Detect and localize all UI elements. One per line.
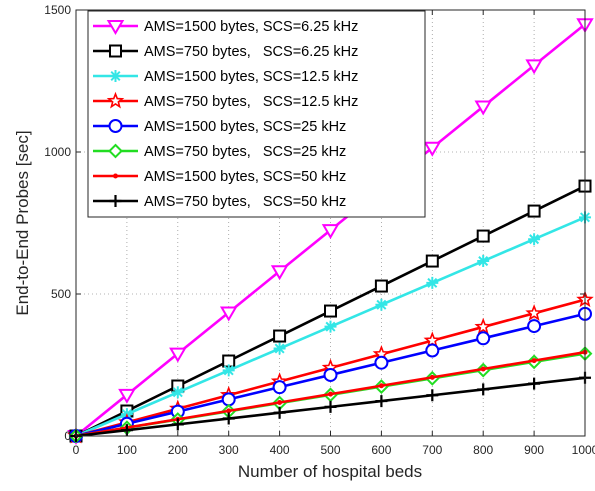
legend-label: AMS=1500 bytes, SCS=6.25 kHz — [144, 19, 358, 35]
data-point — [169, 347, 187, 363]
x-tick-label: 900 — [524, 443, 544, 457]
data-point — [525, 59, 543, 75]
y-axis-label: End-to-End Probes [sec] — [13, 130, 32, 315]
legend-label: AMS=750 bytes, SCS=6.25 kHz — [144, 44, 358, 60]
legend-entry: AMS=750 bytes, SCS=25 kHz — [93, 143, 346, 160]
data-point — [273, 406, 286, 419]
data-point — [171, 418, 184, 431]
x-tick-label: 500 — [320, 443, 340, 457]
legend-label: AMS=1500 bytes, SCS=12.5 kHz — [144, 69, 358, 85]
legend-marker — [106, 91, 125, 109]
x-tick-label: 100 — [117, 443, 137, 457]
legend-entry: AMS=750 bytes, SCS=6.25 kHz — [93, 44, 358, 60]
x-tick-label: 600 — [371, 443, 391, 457]
data-point — [525, 304, 543, 321]
data-point — [328, 391, 333, 397]
legend: AMS=1500 bytes, SCS=6.25 kHz AMS=750 byte… — [87, 10, 426, 218]
data-point — [378, 383, 384, 389]
x-tick-label: 400 — [270, 443, 290, 457]
legend-entry: AMS=1500 bytes, SCS=12.5 kHz — [93, 69, 358, 85]
x-tick-label: 800 — [473, 443, 493, 457]
data-point — [425, 343, 440, 358]
data-point — [272, 380, 287, 395]
data-point — [474, 317, 492, 335]
legend-marker — [108, 143, 123, 159]
y-tick-label: 500 — [51, 287, 71, 301]
legend-entry: AMS=1500 bytes, SCS=50 kHz — [93, 169, 346, 185]
y-tick-label: 0 — [64, 429, 71, 443]
legend-marker — [109, 195, 122, 207]
data-point — [171, 386, 184, 399]
data-point — [425, 254, 439, 268]
data-point — [429, 374, 435, 380]
data-point — [324, 304, 337, 318]
data-point — [531, 358, 537, 364]
data-point — [118, 388, 136, 404]
data-point — [270, 265, 289, 281]
data-point — [375, 298, 388, 311]
legend-marker — [109, 44, 122, 58]
data-point — [219, 306, 238, 322]
data-point — [321, 224, 340, 240]
x-tick-label: 300 — [219, 443, 239, 457]
data-point — [527, 319, 542, 334]
data-point — [324, 400, 337, 413]
legend-label: AMS=1500 bytes, SCS=25 kHz — [144, 119, 346, 135]
data-point — [324, 320, 337, 333]
data-point — [423, 141, 442, 157]
legend-label: AMS=750 bytes, SCS=25 kHz — [144, 144, 346, 160]
legend-marker — [106, 20, 125, 35]
legend-entry: AMS=1500 bytes, SCS=25 kHz — [93, 119, 346, 135]
x-tick-label: 0 — [73, 443, 80, 457]
data-point — [426, 389, 439, 402]
legend-entry: AMS=750 bytes, SCS=50 kHz — [93, 194, 346, 210]
data-point — [374, 355, 389, 370]
data-point — [375, 395, 388, 408]
legend-label: AMS=1500 bytes, SCS=50 kHz — [144, 169, 346, 185]
legend-box — [87, 10, 426, 218]
legend-entry: AMS=750 bytes, SCS=12.5 kHz — [93, 91, 358, 110]
series-3 — [70, 211, 591, 442]
y-tick-label: 1000 — [44, 145, 71, 159]
data-point — [273, 342, 286, 355]
x-tick-label: 1000 — [572, 443, 595, 457]
data-point — [226, 408, 232, 414]
data-point — [222, 364, 235, 377]
data-point — [474, 100, 492, 116]
y-tick-label: 1500 — [44, 3, 71, 17]
data-point — [527, 204, 541, 218]
x-tick-label: 200 — [168, 443, 188, 457]
ticks: 0 100 200 300 400 500 600 700 800 900 1000 0 500 1000… — [44, 3, 595, 457]
legend-entry: AMS=1500 bytes, SCS=6.25 kHz — [93, 19, 358, 35]
data-point — [323, 367, 338, 382]
data-point — [221, 392, 236, 407]
x-axis-label: Number of hospital beds — [238, 462, 422, 481]
data-point — [476, 229, 490, 243]
data-point — [528, 233, 541, 246]
data-point — [476, 331, 491, 346]
legend-marker — [109, 70, 122, 82]
data-point — [477, 255, 490, 268]
x-tick-label: 700 — [422, 443, 442, 457]
data-point — [222, 412, 235, 425]
data-point — [273, 329, 287, 343]
data-point — [477, 383, 490, 396]
data-point — [277, 399, 283, 405]
legend-label: AMS=750 bytes, SCS=50 kHz — [144, 194, 346, 210]
series-8 — [70, 371, 591, 442]
data-point — [480, 366, 486, 372]
legend-label: AMS=750 bytes, SCS=12.5 kHz — [144, 94, 358, 110]
data-point — [374, 279, 388, 293]
data-point — [528, 377, 541, 390]
legend-marker — [108, 119, 123, 133]
legend-marker — [113, 173, 118, 179]
data-point — [426, 276, 439, 289]
